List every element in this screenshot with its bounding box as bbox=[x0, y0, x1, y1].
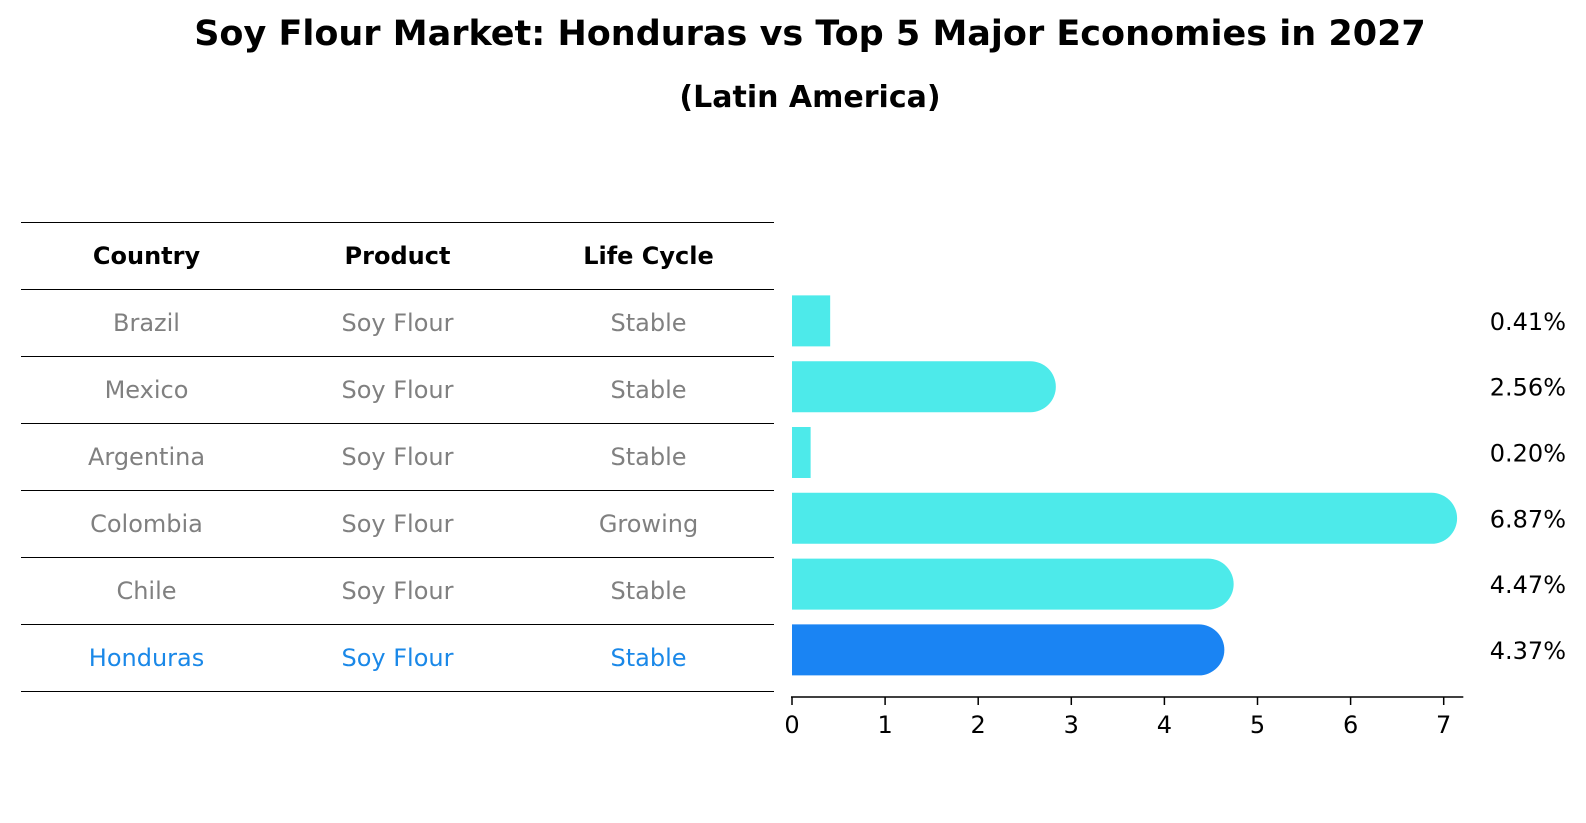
table-row-highlight: Honduras Soy Flour Stable bbox=[21, 625, 774, 692]
data-label: 4.37% bbox=[1490, 637, 1566, 665]
country-cell: Chile bbox=[116, 577, 177, 605]
data-label: 0.41% bbox=[1490, 308, 1566, 336]
bar-brazil bbox=[792, 295, 831, 347]
data-label: 6.87% bbox=[1490, 505, 1566, 533]
x-tick-label: 1 bbox=[877, 711, 892, 739]
country-cell: Argentina bbox=[87, 443, 206, 471]
bar-argentina bbox=[792, 427, 811, 478]
table-row: Colombia Soy Flour Growing bbox=[21, 491, 774, 558]
life-cycle-cell: Stable bbox=[610, 644, 687, 672]
life-cycle-cell: Stable bbox=[610, 443, 687, 471]
chart-subtitle: (Latin America) bbox=[679, 80, 941, 115]
country-cell: Brazil bbox=[113, 309, 180, 337]
x-tick-label: 5 bbox=[1250, 711, 1265, 739]
bar-mexico bbox=[792, 361, 1056, 413]
x-tick-label: 3 bbox=[1064, 711, 1079, 739]
table-header-row: Country Product Life Cycle bbox=[21, 222, 774, 290]
product-cell: Soy Flour bbox=[341, 309, 454, 337]
table-row: Chile Soy Flour Stable bbox=[21, 558, 774, 625]
data-label: 0.20% bbox=[1490, 440, 1566, 468]
data-label: 4.47% bbox=[1490, 571, 1566, 599]
bar-colombia bbox=[792, 492, 1458, 544]
country-cell: Honduras bbox=[88, 644, 205, 672]
product-cell: Soy Flour bbox=[341, 443, 454, 471]
product-cell: Soy Flour bbox=[341, 577, 454, 605]
x-tick-label: 0 bbox=[784, 711, 799, 739]
product-cell: Soy Flour bbox=[341, 644, 454, 672]
table-row: Argentina Soy Flour Stable bbox=[21, 424, 774, 491]
bar-honduras bbox=[792, 624, 1225, 676]
table-row: Brazil Soy Flour Stable bbox=[21, 290, 774, 357]
life-cycle-cell: Stable bbox=[610, 577, 687, 605]
chart-title: Soy Flour Market: Honduras vs Top 5 Majo… bbox=[194, 14, 1426, 54]
product-cell: Soy Flour bbox=[341, 510, 454, 538]
country-table: Country Product Life Cycle Brazil Soy Fl… bbox=[21, 222, 774, 692]
data-label: 2.56% bbox=[1490, 374, 1566, 402]
x-tick-label: 7 bbox=[1436, 711, 1451, 739]
life-cycle-cell: Stable bbox=[610, 376, 687, 404]
header-life-cycle: Life Cycle bbox=[583, 242, 714, 270]
product-cell: Soy Flour bbox=[341, 376, 454, 404]
x-tick-label: 2 bbox=[971, 711, 986, 739]
life-cycle-cell: Stable bbox=[610, 309, 687, 337]
x-tick-label: 6 bbox=[1343, 711, 1358, 739]
country-cell: Mexico bbox=[104, 376, 189, 404]
table-row: Mexico Soy Flour Stable bbox=[21, 357, 774, 424]
header-product: Product bbox=[344, 242, 451, 270]
country-cell: Colombia bbox=[90, 510, 203, 538]
x-tick-label: 4 bbox=[1157, 711, 1172, 739]
bar-chile bbox=[792, 558, 1234, 610]
header-country: Country bbox=[92, 242, 201, 270]
life-cycle-cell: Growing bbox=[598, 510, 699, 538]
